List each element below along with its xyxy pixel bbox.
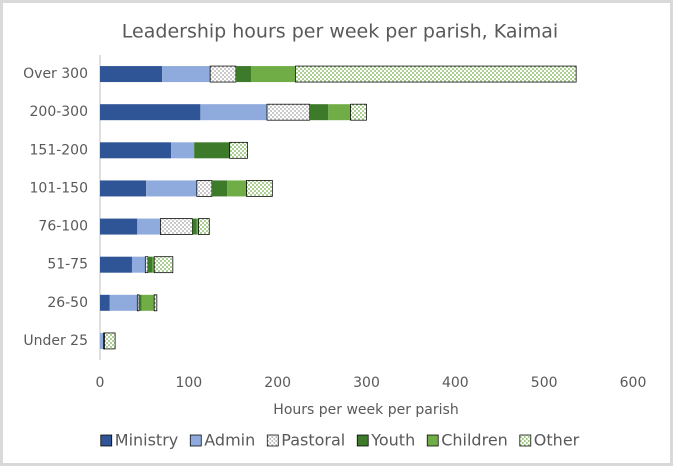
bar-segment xyxy=(211,180,228,197)
bar-segment xyxy=(153,294,158,312)
x-tick-label: 500 xyxy=(531,375,558,391)
bar-segment xyxy=(350,103,367,121)
y-tick-label: 26-50 xyxy=(47,295,88,311)
legend-label: Admin xyxy=(204,431,255,450)
y-tick-label: Over 300 xyxy=(23,66,88,82)
bar-segment xyxy=(227,180,247,197)
y-tick-label: Under 25 xyxy=(23,333,88,349)
bar-segment xyxy=(192,218,197,235)
legend-label: Ministry xyxy=(115,431,179,450)
bar-segment xyxy=(309,104,329,121)
bar-segment xyxy=(209,65,237,83)
y-tick-label: 151-200 xyxy=(30,142,89,158)
bar-segment xyxy=(235,66,252,83)
bar-segment xyxy=(141,294,155,311)
legend-swatch xyxy=(519,434,532,447)
x-tick-label: 0 xyxy=(96,375,105,391)
x-tick-label: 300 xyxy=(353,375,380,391)
legend-item: Children xyxy=(426,431,508,450)
bar-segment xyxy=(146,180,197,197)
y-tick-label: 51-75 xyxy=(47,257,88,273)
legend-item: Ministry xyxy=(100,431,179,450)
legend-label: Other xyxy=(534,431,580,450)
bar-segment xyxy=(139,294,142,311)
legend-swatch xyxy=(266,434,279,447)
x-tick-label: 600 xyxy=(620,375,647,391)
bar-segment xyxy=(162,66,211,83)
bar-segment xyxy=(100,104,201,121)
bar-segment xyxy=(251,66,296,83)
bar-segment xyxy=(152,256,155,273)
bar-segment xyxy=(266,103,311,121)
bar-segment xyxy=(100,66,163,83)
y-tick-label: 76-100 xyxy=(38,219,88,235)
bar-segment xyxy=(100,180,147,197)
bar-segment xyxy=(100,142,172,159)
legend-swatch xyxy=(356,434,369,447)
bar-segment xyxy=(200,104,268,121)
legend-label: Children xyxy=(441,431,508,450)
legend-swatch xyxy=(426,434,439,447)
bar-segment xyxy=(196,218,199,235)
legend-item: Pastoral xyxy=(266,431,345,450)
y-tick-label: 101-150 xyxy=(30,180,89,196)
bar-segment xyxy=(229,141,248,159)
bar-segment xyxy=(147,256,153,273)
x-tick-label: 100 xyxy=(175,375,202,391)
bar-segment xyxy=(104,332,116,350)
legend-item: Other xyxy=(519,431,580,450)
bar-segment xyxy=(144,256,149,274)
bar-segment xyxy=(328,104,351,121)
bar-segment xyxy=(136,294,140,312)
bar-segment xyxy=(100,218,138,235)
legend-label: Pastoral xyxy=(281,431,345,450)
bar-segment xyxy=(153,256,174,274)
bar-segment xyxy=(246,180,273,197)
x-axis-title: Hours per week per parish xyxy=(273,402,458,418)
legend-swatch xyxy=(189,434,202,447)
y-tick-label: 200-300 xyxy=(30,104,89,120)
legend-swatch xyxy=(100,434,113,447)
chart-title: Leadership hours per week per parish, Ka… xyxy=(122,21,558,43)
x-tick-label: 400 xyxy=(442,375,469,391)
bar-segment xyxy=(196,180,213,197)
bar-segment xyxy=(137,218,161,235)
bar-segment xyxy=(198,218,210,235)
bar-segment xyxy=(100,294,110,311)
legend-item: Admin xyxy=(189,431,255,450)
bar-segment xyxy=(171,142,195,159)
x-tick-label: 200 xyxy=(264,375,291,391)
bar-segment xyxy=(194,142,230,159)
legend-label: Youth xyxy=(370,431,415,450)
legend-item: Youth xyxy=(356,431,415,450)
bar-segment xyxy=(100,256,132,273)
bar-segment xyxy=(100,332,104,349)
bar-segment xyxy=(131,256,146,273)
bar-segment xyxy=(160,218,193,235)
bar-segment xyxy=(109,294,138,311)
bar-segment xyxy=(295,65,577,83)
